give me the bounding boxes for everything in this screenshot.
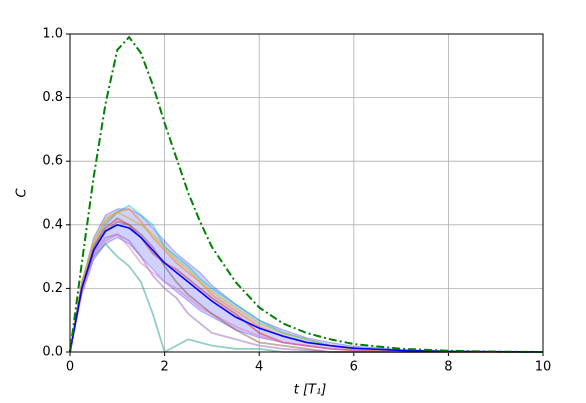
y-tick-label: 0.0 [42,345,63,360]
x-tick-label: 10 [535,360,552,375]
plot-frame [69,33,544,353]
series-line [69,242,543,354]
y-tick-label: 0.6 [42,154,63,169]
x-tick-label: 6 [350,360,358,375]
x-axis-label: t [T₁] [294,383,327,398]
y-tick-label: 0.8 [42,90,63,105]
series-line [69,35,544,353]
x-tick-label: 4 [255,360,263,375]
y-tick-label: 0.4 [42,217,63,232]
y-tick-label: 1.0 [42,27,63,42]
y-axis-label: C [15,188,30,198]
x-tick-label: 0 [66,360,74,375]
series-line [69,223,544,353]
x-tick-label: 2 [160,360,168,375]
confidence-band [69,208,544,353]
series-line [69,233,543,353]
y-tick-label: 0.2 [42,281,63,296]
x-tick-label: 8 [444,360,452,375]
